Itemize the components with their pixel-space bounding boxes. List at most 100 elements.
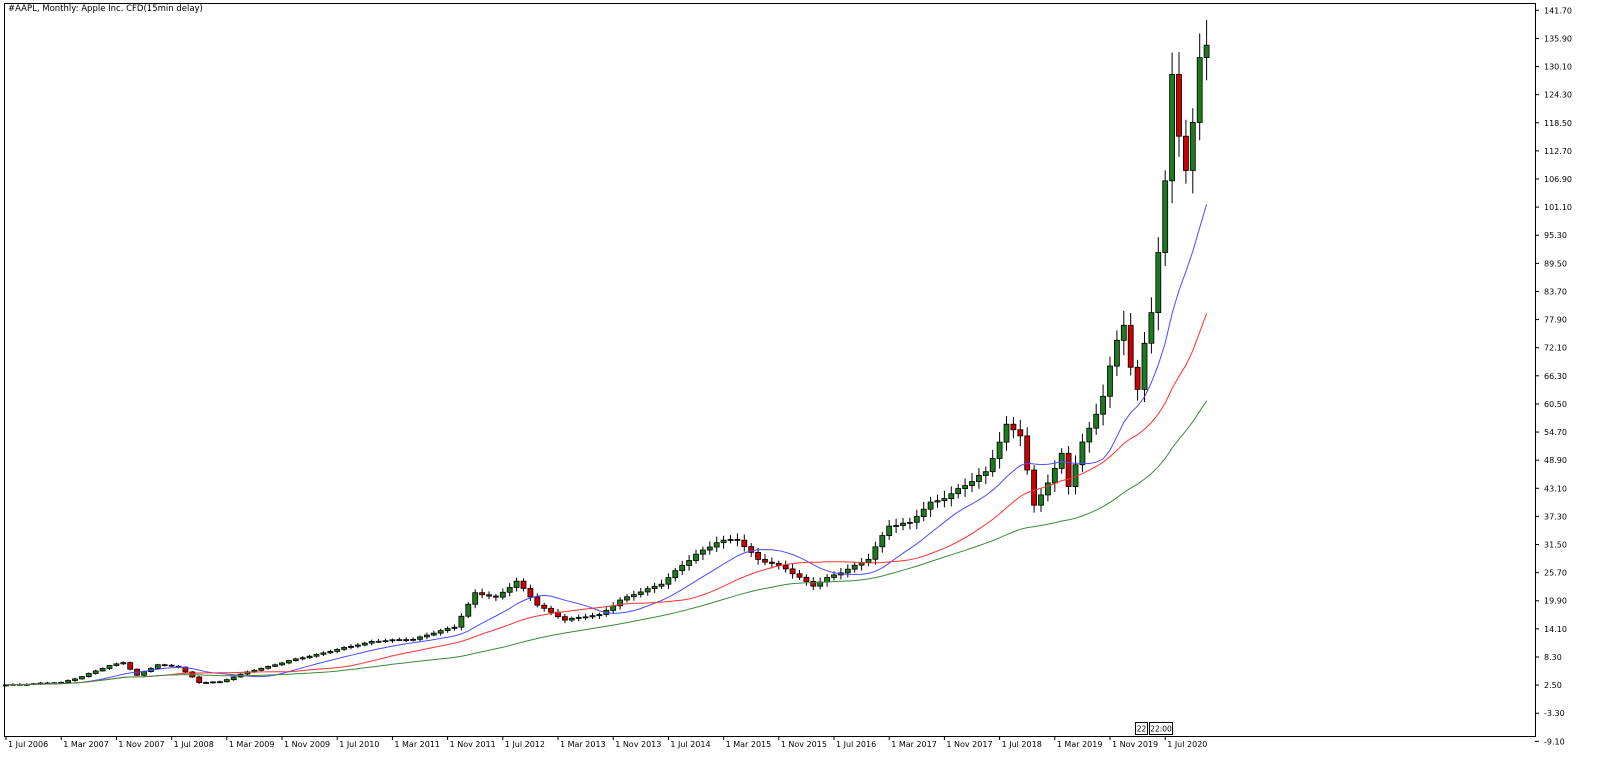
candle-body <box>700 549 706 555</box>
candle <box>410 637 417 642</box>
candle-body <box>748 546 755 553</box>
y-tick-label: 54.70 <box>1544 428 1567 437</box>
candle <box>403 637 410 643</box>
candle-body <box>610 605 617 611</box>
candle-body <box>3 684 9 687</box>
candle-body <box>210 681 216 684</box>
candle <box>541 602 548 612</box>
y-tick-label: 31.50 <box>1544 541 1567 550</box>
y-tick-label: 25.70 <box>1544 569 1567 578</box>
candle-body <box>541 604 548 609</box>
candle-body <box>1176 74 1182 137</box>
candle-body <box>920 508 927 517</box>
x-tick-label: 1 Nov 2015 <box>781 740 827 749</box>
candle <box>210 681 216 684</box>
candle-body <box>341 647 348 650</box>
candle-body <box>320 652 327 655</box>
candle <box>879 532 886 553</box>
candle-body <box>941 498 948 502</box>
x-tick-label: 1 Nov 2019 <box>1112 740 1158 749</box>
y-tick-label: 2.50 <box>1544 681 1562 690</box>
candle-body <box>582 616 589 619</box>
candle-body <box>1203 44 1210 58</box>
candle <box>658 579 665 589</box>
candle-body <box>182 666 189 673</box>
candle <box>230 676 237 681</box>
x-tick-label: 1 Jul 2008 <box>174 740 214 749</box>
x-tick-label: 1 Mar 2009 <box>229 740 275 749</box>
candle-body <box>451 626 458 629</box>
candle-body <box>265 665 272 669</box>
candle-body <box>548 607 554 613</box>
x-tick-label: 1 Nov 2011 <box>450 740 496 749</box>
candle-body <box>913 516 920 523</box>
candle <box>285 659 292 665</box>
y-tick-label: 130.10 <box>1544 63 1572 72</box>
candle <box>976 468 982 489</box>
candle <box>1093 403 1100 435</box>
candle-body <box>686 560 692 566</box>
y-tick-label: 106.90 <box>1544 175 1572 184</box>
candle <box>361 641 368 647</box>
candle-body <box>1107 365 1113 397</box>
candle-body <box>306 655 313 659</box>
x-tick-label: 1 Mar 2007 <box>63 740 109 749</box>
candle <box>651 582 658 593</box>
candle-body <box>631 594 637 598</box>
candle-body <box>168 664 175 667</box>
candle-body <box>989 458 996 473</box>
candle <box>624 594 630 603</box>
moving-average-line <box>5 204 1208 686</box>
candle-body <box>1038 494 1044 506</box>
candle <box>741 534 748 552</box>
candle-body <box>693 553 699 561</box>
candle <box>216 680 223 684</box>
candle-body <box>796 573 803 578</box>
candle <box>1183 119 1189 184</box>
candle <box>127 661 134 671</box>
candle <box>575 614 582 622</box>
y-tick-label: 83.70 <box>1544 287 1567 296</box>
candle-body <box>741 539 748 548</box>
candle <box>223 678 230 683</box>
y-tick-label: 89.50 <box>1544 259 1567 268</box>
candle-body <box>596 614 603 617</box>
candle <box>1024 427 1031 475</box>
candle <box>72 677 78 682</box>
candle-body <box>865 558 872 563</box>
candle-body <box>755 551 761 560</box>
candle-body <box>969 481 975 486</box>
x-tick-label: 1 Mar 2019 <box>1057 740 1103 749</box>
candle-body <box>1045 482 1051 496</box>
status-boxes: 22 22:00 <box>1135 722 1173 735</box>
candle <box>589 612 596 619</box>
candle-body <box>499 591 506 598</box>
candle <box>810 577 817 591</box>
candle-body <box>1120 324 1127 341</box>
candle <box>1065 446 1072 495</box>
candle <box>389 638 396 643</box>
candle <box>79 675 85 680</box>
candle-body <box>465 603 472 617</box>
candle-body <box>996 441 1003 459</box>
candle-body <box>727 539 734 541</box>
candle-body <box>955 488 962 495</box>
x-tick-label: 1 Mar 2015 <box>726 740 772 749</box>
candle <box>430 630 437 637</box>
candle <box>85 672 92 678</box>
candle-body <box>1031 469 1037 506</box>
candle-body <box>203 682 210 684</box>
candle-body <box>99 668 106 672</box>
candle <box>1051 460 1058 492</box>
candle-body <box>223 679 230 683</box>
candle-body <box>486 594 492 597</box>
y-tick-label: 8.30 <box>1544 653 1562 662</box>
candle-body <box>230 676 237 681</box>
candle-body <box>85 673 92 677</box>
y-tick-label: 43.10 <box>1544 484 1567 493</box>
chart-title: #AAPL, Monthly: Apple Inc. CFD(15min del… <box>8 4 203 14</box>
candle <box>382 638 389 644</box>
candle <box>900 517 906 531</box>
